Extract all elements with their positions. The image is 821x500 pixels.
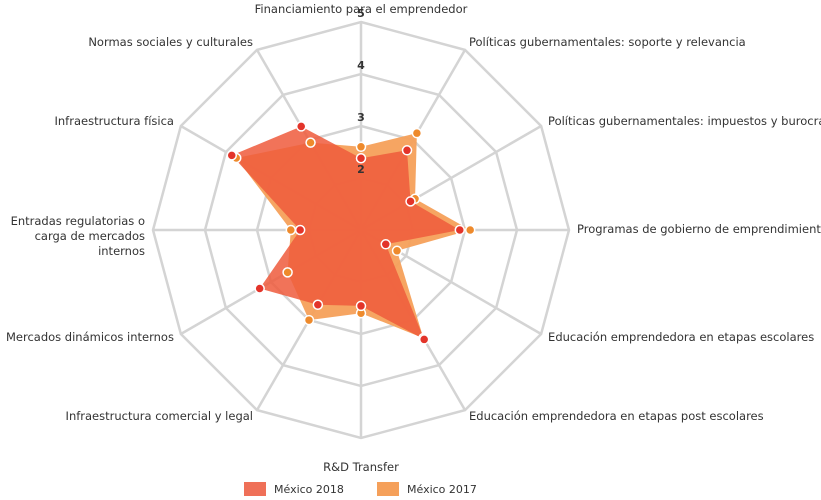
- data-point: [355, 152, 367, 164]
- axis-label: Financiamiento para el emprendedor: [254, 2, 468, 16]
- axis-label: Entradas regulatorias o carga de mercado…: [10, 214, 145, 258]
- r-tick-label: 2: [357, 163, 365, 176]
- axis-label: R&D Transfer: [323, 460, 399, 474]
- data-point: [401, 145, 413, 156]
- legend-label: México 2018: [274, 483, 344, 496]
- data-point: [295, 121, 307, 132]
- axis-label: Políticas gubernamentales: impuestos y b…: [548, 114, 821, 128]
- legend-swatch: [377, 482, 399, 496]
- data-point: [411, 127, 423, 139]
- data-point: [405, 196, 416, 207]
- axis-label: Normas sociales y culturales: [88, 34, 253, 49]
- axis-label: Infraestructura comercial y legal: [65, 409, 253, 424]
- r-tick-label: 4: [357, 59, 365, 72]
- data-point: [391, 245, 403, 257]
- data-point: [355, 141, 367, 153]
- legend-label: México 2017: [407, 483, 477, 496]
- data-point: [282, 267, 293, 278]
- axis-label: Mercados dinámicos internos: [5, 330, 174, 344]
- data-point: [454, 224, 466, 236]
- axis-label: Políticas gubernamentales: soporte y rel…: [469, 34, 746, 49]
- data-point: [226, 150, 238, 161]
- r-tick-label: 5: [357, 7, 365, 20]
- data-point: [464, 224, 476, 236]
- axis-label: Programas de gobierno de emprendimiento: [577, 222, 821, 236]
- series-area: [231, 126, 460, 340]
- data-point: [355, 300, 367, 312]
- data-point: [312, 299, 324, 311]
- data-point: [285, 224, 297, 236]
- data-point: [305, 137, 316, 148]
- legend-swatch: [244, 482, 266, 496]
- data-point: [418, 334, 430, 345]
- data-point: [303, 314, 315, 326]
- data-point: [254, 283, 265, 294]
- axis-label: Educación emprendedora en etapas post es…: [469, 409, 764, 424]
- axis-label: Infraestructura física: [54, 114, 174, 128]
- data-point: [380, 239, 392, 250]
- axis-label: Educación emprendedora en etapas escolar…: [548, 330, 815, 344]
- r-tick-label: 3: [357, 111, 365, 124]
- data-point: [294, 224, 306, 236]
